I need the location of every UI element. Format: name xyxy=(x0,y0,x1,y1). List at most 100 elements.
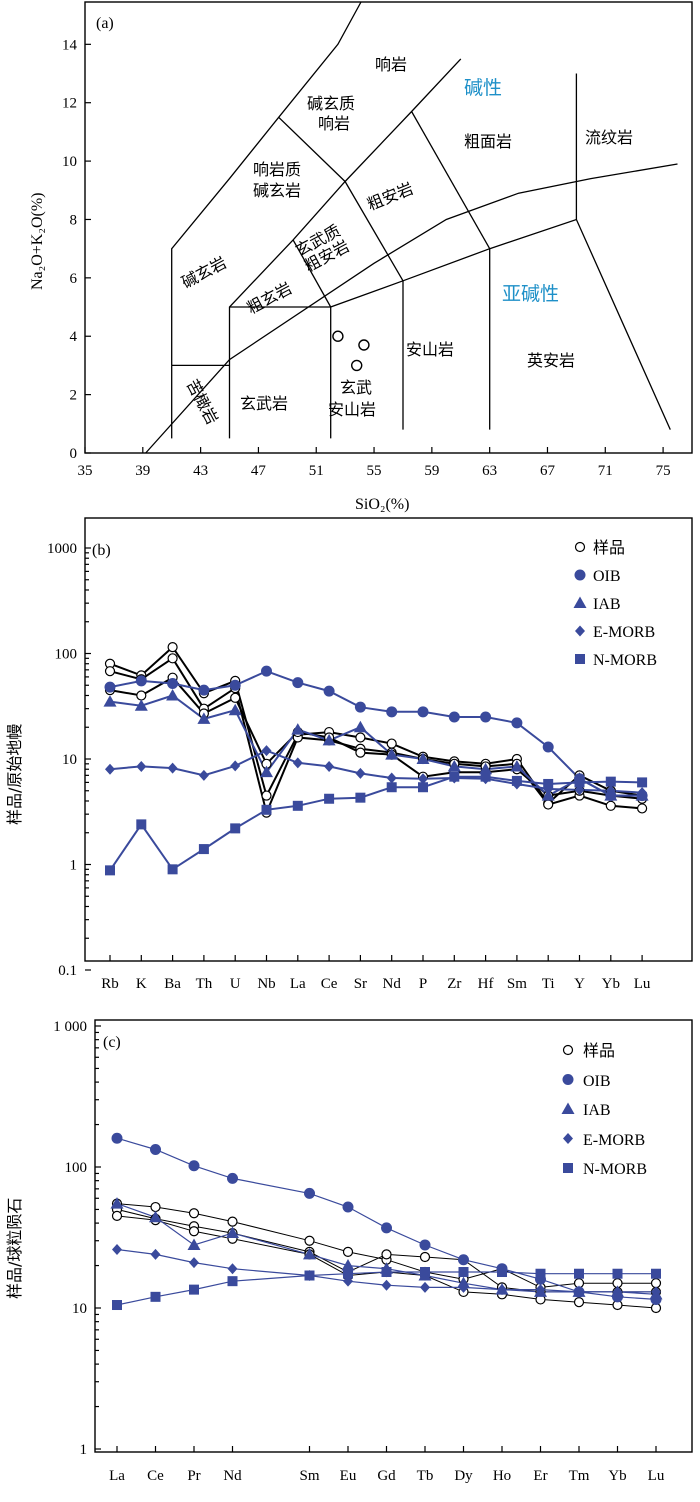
spider-point xyxy=(105,865,115,876)
spider-point xyxy=(136,690,147,701)
spider-point xyxy=(324,793,335,804)
spider-point xyxy=(637,787,648,799)
ree-point xyxy=(304,1270,315,1281)
spider-x-tick-label: K xyxy=(136,976,147,992)
ree-point xyxy=(111,1132,123,1144)
ree-x-tick-label: Dy xyxy=(454,1468,473,1484)
ree-point xyxy=(110,1197,124,1209)
spider-point xyxy=(229,679,241,691)
spider-point xyxy=(230,692,241,703)
ree-diagram: (c) 1 10 100 1 000 La Ce Pr Nd Sm Eu Gd Tb Dy Ho Er Tm Y… xyxy=(5,1019,693,1484)
spider-point xyxy=(136,819,147,830)
ree-point xyxy=(189,1257,199,1269)
ree-x-tick-label: Yb xyxy=(608,1468,626,1484)
tas-x-tick-label: 51 xyxy=(309,463,324,479)
spider-point xyxy=(104,681,116,693)
subalkaline-series-label: 亚碱性 xyxy=(502,283,559,305)
field-label-basalt: 玄武岩 xyxy=(240,394,288,413)
spider-point xyxy=(354,701,366,713)
ree-point xyxy=(150,1201,161,1213)
alkaline-series-label: 碱性 xyxy=(464,77,502,99)
tas-sample-point xyxy=(332,330,344,342)
ree-point xyxy=(150,1291,161,1302)
ree-point xyxy=(189,1284,199,1295)
ree-y-tick-label: 1 000 xyxy=(53,1019,87,1035)
spider-x-tick-label: U xyxy=(230,976,241,992)
spider-x-tick-label: Th xyxy=(196,976,213,992)
field-label-phonotephrite-2: 碱玄岩 xyxy=(253,181,301,200)
tas-sample-points xyxy=(332,330,370,372)
spider-point xyxy=(449,771,460,782)
spider-point xyxy=(324,760,335,772)
field-label-trachyandesite: 粗安岩 xyxy=(364,179,416,215)
spider-point xyxy=(385,748,399,760)
ree-point xyxy=(419,1251,431,1263)
spider-x-tick-label: Zr xyxy=(447,976,461,992)
field-label-trachyte: 粗面岩 xyxy=(464,132,512,151)
spider-point xyxy=(135,675,147,687)
ree-series xyxy=(110,1132,663,1314)
ree-x-tick-label: Eu xyxy=(340,1468,357,1484)
field-label-tephriphonolite-2: 响岩 xyxy=(318,114,350,133)
spider-series-line xyxy=(109,694,643,797)
ree-point xyxy=(458,1281,469,1293)
legend-marker xyxy=(574,541,586,553)
tas-x-axis-label: SiO₂(%) xyxy=(355,496,409,513)
ree-point xyxy=(381,1222,392,1234)
ree-point xyxy=(650,1278,662,1289)
spider-point xyxy=(230,823,241,834)
legend-iab-label: IAB xyxy=(583,1102,611,1119)
ree-point xyxy=(381,1267,392,1278)
spider-point xyxy=(637,777,648,788)
spider-series-line xyxy=(109,676,643,800)
spider-x-tick-label: Ba xyxy=(164,976,181,992)
legend-emorb-label: E-MORB xyxy=(593,624,655,641)
ree-x-tick-label: Ho xyxy=(493,1468,511,1484)
spider-point xyxy=(166,688,180,701)
field-label-phonolite: 响岩 xyxy=(375,55,407,74)
spider-point xyxy=(261,804,272,815)
field-label-rhyolite: 流纹岩 xyxy=(585,128,633,147)
spider-y-tick-label: 100 xyxy=(55,647,78,663)
tas-x-tick-label: 47 xyxy=(251,463,267,479)
spider-point xyxy=(574,784,585,796)
spider-point xyxy=(479,762,493,775)
ree-series-line xyxy=(116,1203,656,1288)
ree-series-line xyxy=(116,1248,656,1293)
ree-point xyxy=(381,1249,392,1260)
ree-x-tick-label: Er xyxy=(533,1468,547,1484)
tas-field-boundary xyxy=(278,116,346,182)
ree-point xyxy=(651,1268,661,1279)
tas-x-tick-label: 67 xyxy=(540,463,556,479)
spider-point xyxy=(198,769,209,781)
ree-point xyxy=(150,1248,161,1260)
spider-series-line xyxy=(109,775,643,871)
spider-point xyxy=(511,717,523,729)
ree-point xyxy=(651,1286,661,1298)
tas-field-boundary xyxy=(330,218,671,439)
ree-point xyxy=(227,1276,238,1287)
ree-point xyxy=(304,1235,315,1246)
tas-y-axis-label: Na₂O+K₂O(%) xyxy=(29,193,46,290)
tas-x-tick-label: 71 xyxy=(598,463,613,479)
spider-point xyxy=(167,677,179,689)
ree-point xyxy=(188,1208,200,1219)
ree-point xyxy=(111,1210,123,1221)
spider-point xyxy=(134,699,148,711)
spider-point xyxy=(230,760,241,772)
spider-point xyxy=(323,685,335,697)
spider-point xyxy=(197,712,211,724)
tas-x-tick-label: 75 xyxy=(656,463,671,479)
ree-x-tick-label: Lu xyxy=(648,1468,665,1484)
ree-point xyxy=(188,1160,200,1172)
tas-panel-tag: (a) xyxy=(96,15,114,32)
ree-point xyxy=(343,1275,353,1287)
ree-y-axis-label: 样品/球粒陨石 xyxy=(5,1198,24,1299)
spider-point xyxy=(386,738,397,749)
spider-point xyxy=(355,792,366,803)
spider-point xyxy=(136,760,147,772)
ree-x-tick-label: Tm xyxy=(569,1468,590,1484)
field-label-tephrite: 碱玄岩 xyxy=(178,253,229,292)
tas-x-tick-label: 59 xyxy=(424,463,439,479)
spider-x-tick-label: La xyxy=(290,976,306,992)
